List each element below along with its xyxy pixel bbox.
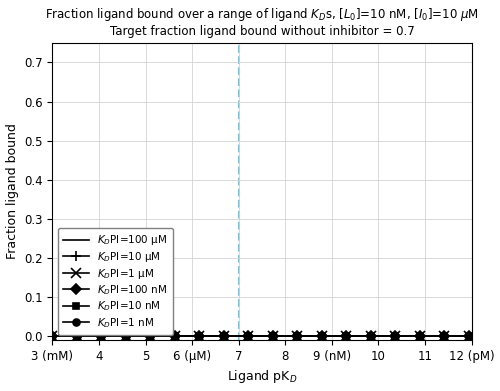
$K_D$PI=10 μM [239, 334, 245, 339]
$K_D$PI=1 nM [296, 334, 302, 339]
$K_D$PI=10 nM [296, 334, 302, 339]
$K_D$PI=10 nM [50, 334, 56, 339]
$K_D$PI=100 nM [50, 334, 56, 339]
Line: $K_D$PI=100 nM: $K_D$PI=100 nM [49, 333, 475, 340]
$K_D$PI=10 μM [157, 334, 163, 339]
Line: $K_D$PI=10 μM: $K_D$PI=10 μM [48, 332, 476, 341]
$K_D$PI=10 μM [365, 334, 371, 339]
$K_D$PI=1 μM [365, 334, 371, 339]
$K_D$PI=1 μM [50, 334, 56, 339]
$K_D$PI=1 μM [157, 334, 163, 339]
$K_D$PI=1 μM [239, 334, 245, 339]
$K_D$PI=100 μM [365, 334, 371, 339]
$K_D$PI=1 μM [330, 334, 336, 339]
$K_D$PI=1 μM [296, 334, 302, 339]
$K_D$PI=100 μM [296, 334, 302, 339]
$K_D$PI=100 nM [296, 334, 302, 339]
$K_D$PI=10 nM [468, 334, 474, 339]
$K_D$PI=100 μM [239, 334, 245, 339]
$K_D$PI=100 μM [124, 334, 130, 339]
$K_D$PI=10 nM [124, 334, 130, 339]
$K_D$PI=1 nM [124, 334, 130, 339]
Line: $K_D$PI=1 μM: $K_D$PI=1 μM [48, 332, 476, 341]
$K_D$PI=10 nM [157, 334, 163, 339]
Legend: $K_D$PI=100 μM, $K_D$PI=10 μM, $K_D$PI=1 μM, $K_D$PI=100 nM, $K_D$PI=10 nM, $K_D: $K_D$PI=100 μM, $K_D$PI=10 μM, $K_D$PI=1… [58, 228, 172, 335]
$K_D$PI=10 μM [50, 334, 56, 339]
$K_D$PI=1 nM [365, 334, 371, 339]
$K_D$PI=100 nM [365, 334, 371, 339]
$K_D$PI=100 μM [330, 334, 336, 339]
X-axis label: Ligand pK$_D$: Ligand pK$_D$ [227, 368, 298, 386]
$K_D$PI=100 nM [468, 334, 474, 339]
$K_D$PI=100 nM [239, 334, 245, 339]
Line: $K_D$PI=10 nM: $K_D$PI=10 nM [49, 333, 475, 340]
$K_D$PI=10 nM [239, 334, 245, 339]
$K_D$PI=10 μM [468, 334, 474, 339]
$K_D$PI=10 nM [330, 334, 336, 339]
Title: Fraction ligand bound over a range of ligand $K_D$s, [$L_0$]=10 nM, [$I_0$]=10 $: Fraction ligand bound over a range of li… [45, 5, 479, 38]
$K_D$PI=1 μM [124, 334, 130, 339]
Y-axis label: Fraction ligand bound: Fraction ligand bound [6, 124, 18, 260]
$K_D$PI=1 nM [50, 334, 56, 339]
$K_D$PI=100 μM [468, 334, 474, 339]
$K_D$PI=10 μM [124, 334, 130, 339]
$K_D$PI=1 μM [468, 334, 474, 339]
$K_D$PI=100 μM [50, 334, 56, 339]
Line: $K_D$PI=1 nM: $K_D$PI=1 nM [49, 333, 475, 340]
$K_D$PI=10 nM [365, 334, 371, 339]
$K_D$PI=1 nM [239, 334, 245, 339]
$K_D$PI=100 nM [124, 334, 130, 339]
$K_D$PI=100 μM [157, 334, 163, 339]
$K_D$PI=100 nM [330, 334, 336, 339]
$K_D$PI=1 nM [330, 334, 336, 339]
$K_D$PI=10 μM [330, 334, 336, 339]
$K_D$PI=100 nM [157, 334, 163, 339]
$K_D$PI=1 nM [468, 334, 474, 339]
$K_D$PI=1 nM [157, 334, 163, 339]
$K_D$PI=10 μM [296, 334, 302, 339]
